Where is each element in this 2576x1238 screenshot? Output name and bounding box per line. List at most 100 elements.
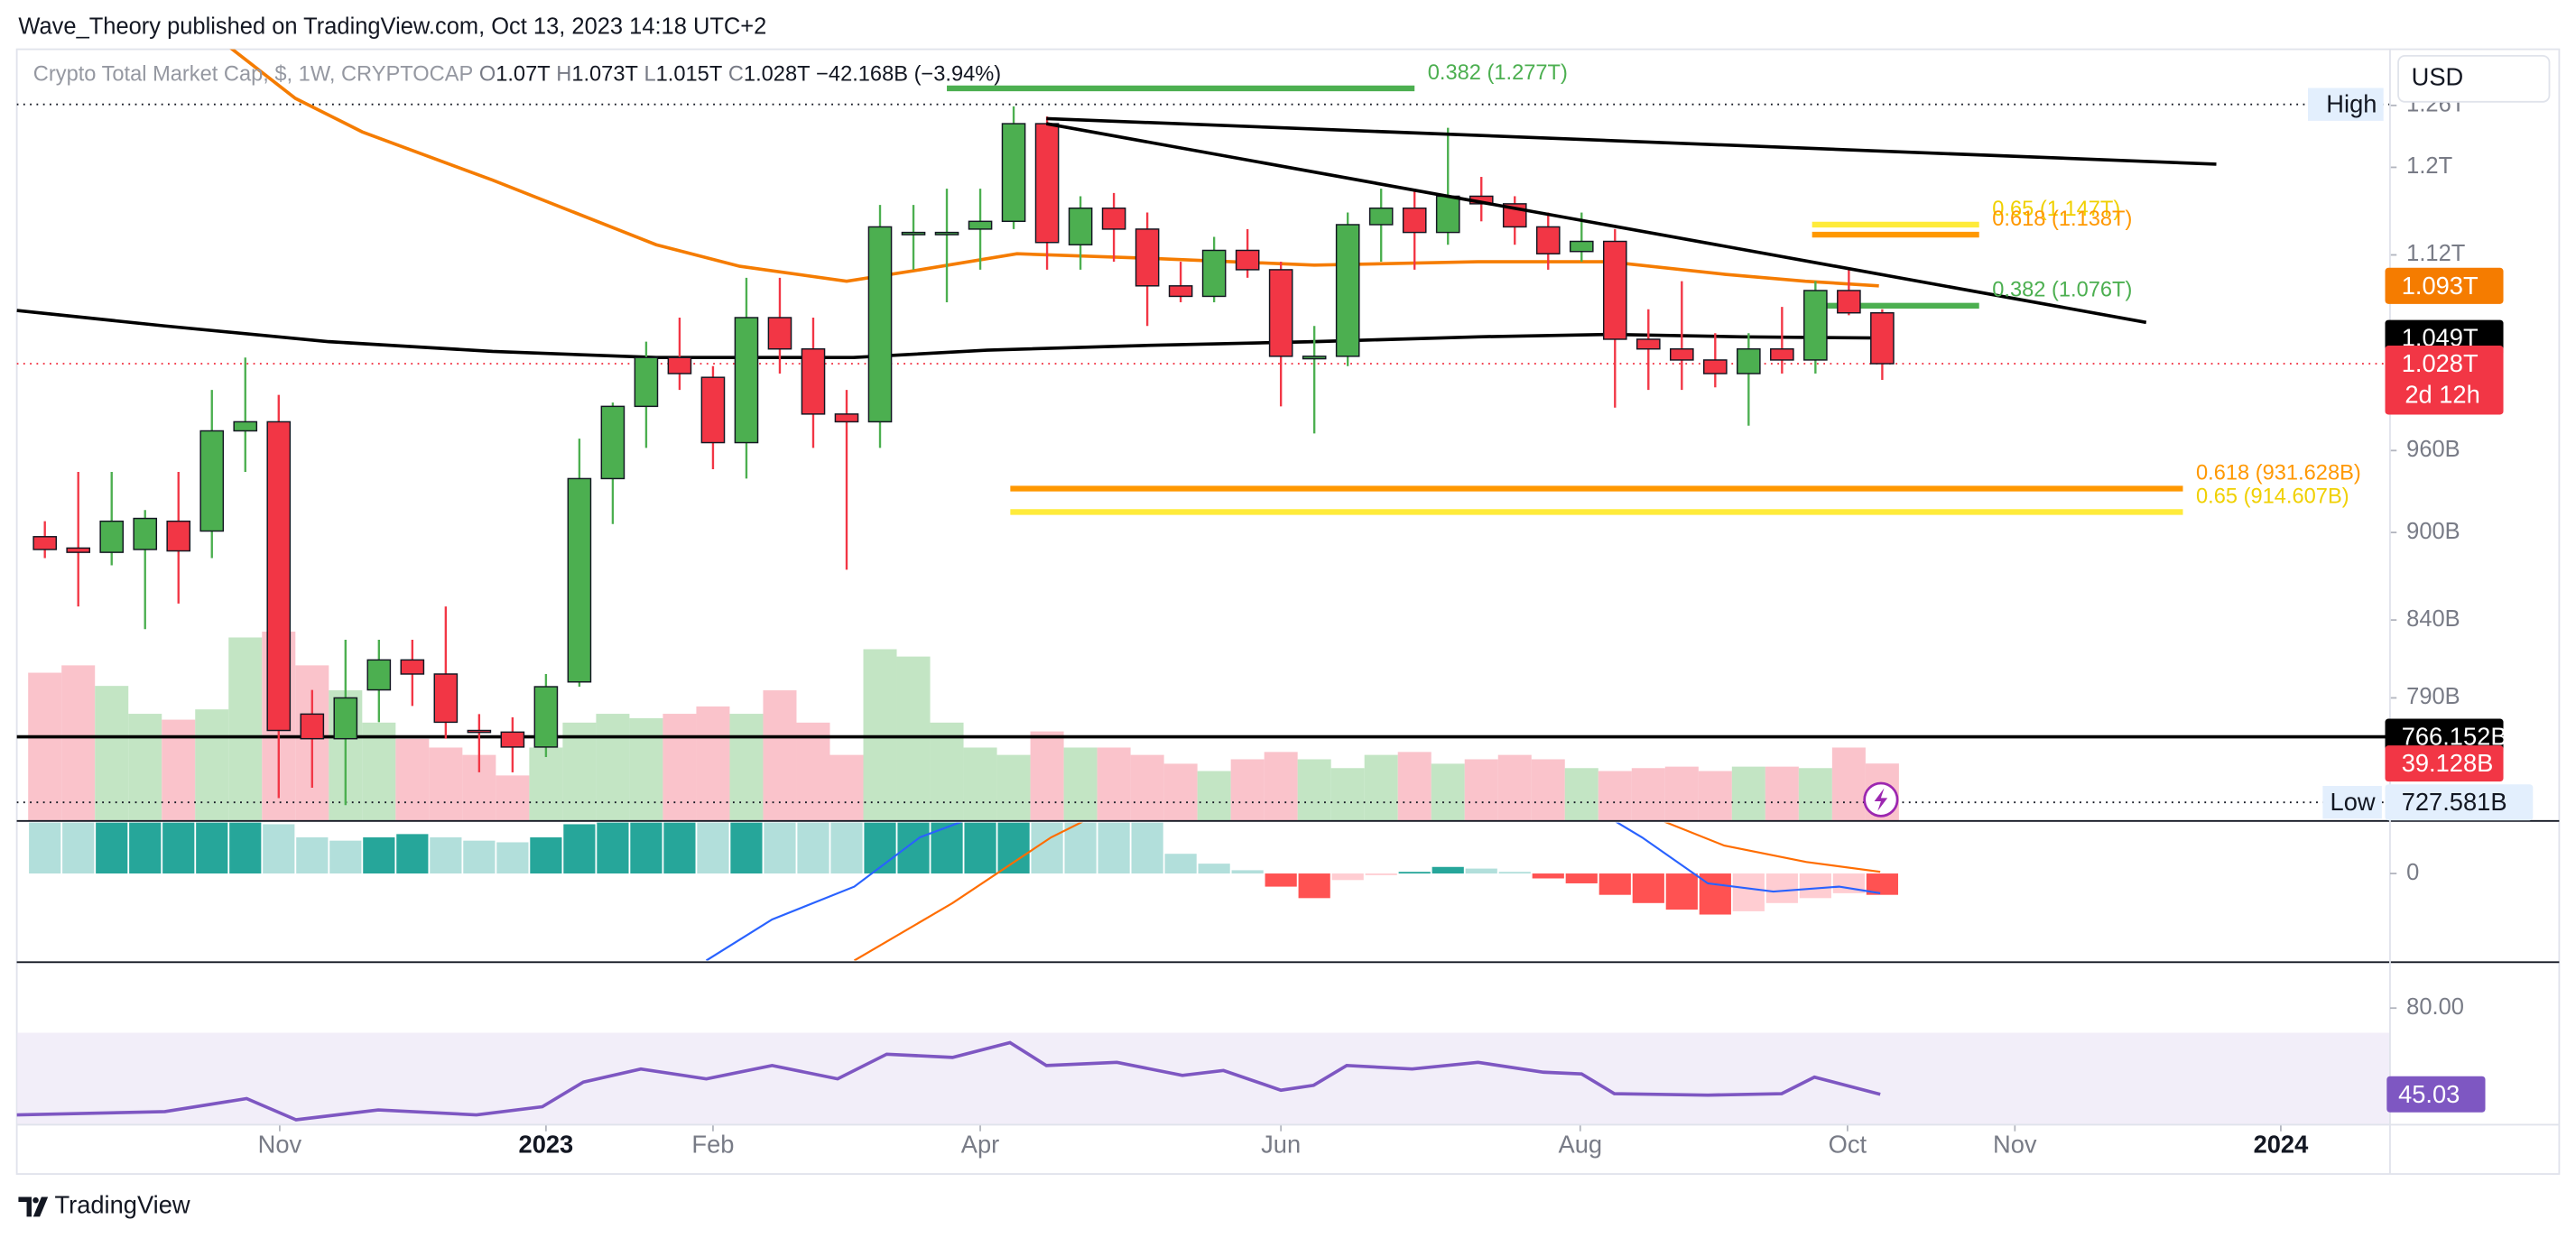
candle-body [1803,290,1828,361]
macd-bar [663,822,696,874]
macd-bar [1532,873,1564,879]
macd-bar [363,837,395,874]
candle-body [433,673,459,724]
rsi-line-pane [16,1040,1881,1122]
macd-bar [964,822,996,874]
trendline [1046,122,2147,325]
macd-bar [1365,873,1397,875]
candle-body [133,517,158,550]
candle-body [266,420,292,732]
y-tick-label: 790B [2406,684,2460,709]
fib-label: 0.382 (1.277T) [1428,61,1568,85]
candle-body [300,713,325,740]
candle-body [1870,311,1895,365]
badge-caption-box [2307,88,2384,121]
volume-bar [663,714,697,821]
macd-bar [1799,873,1831,899]
symbol: Crypto Total Market Cap, $, 1W, CRYPTOCA… [33,63,473,87]
y-tick-label: 900B [2406,519,2460,544]
volume-bar [1698,771,1732,821]
price-badge [2385,745,2504,782]
candle-body [32,536,58,550]
volume-bar [1598,771,1632,821]
candle-body [533,686,559,748]
volume-bar [162,719,196,821]
candle-body [199,430,225,532]
ohlc-key: C [728,63,744,87]
fib-label: 0.382 (1.076T) [1992,279,2132,302]
macd-bar [1231,870,1264,874]
x-tick-label: Aug [1559,1130,1603,1158]
volume-bar [1464,759,1498,821]
x-tick-label: Apr [961,1130,999,1158]
volume-bar [1264,752,1298,821]
macd-bar [1298,873,1330,899]
rsi-tick-label: 80.00 [2406,994,2464,1020]
header: Wave_Theory published on TradingView.com… [18,14,766,40]
x-tick-label: Feb [691,1130,734,1158]
macd-bar [329,840,362,874]
volume-bar [863,649,897,821]
currency-label[interactable]: USD [2412,63,2464,91]
rsi-badge-label: 45.03 [2398,1080,2460,1108]
trendline [1046,116,2217,166]
macd-bar [1632,873,1664,903]
candle-body [1001,123,1026,223]
y-tick-label: 960B [2406,437,2460,462]
y-tick-label: 1.12T [2406,241,2465,266]
y-tick-label: 1.2T [2406,153,2452,179]
logo: TradingView [18,1191,190,1219]
candle-body [1669,347,1694,361]
alert-icon [1863,781,1899,818]
currency-button[interactable] [2397,54,2551,103]
price-badge-label: 1.028T [2402,349,2479,377]
ohlc-key: H [556,63,571,87]
macd-bar [263,824,295,874]
badge-caption: High [2326,90,2377,118]
macd-bar [797,822,829,874]
y-tick-label: 840B [2406,606,2460,632]
price-pane [16,49,2390,806]
macd-bar [1598,873,1631,895]
volume-bar [1330,768,1365,821]
volume-bar [61,665,96,821]
logo-mark [18,1196,49,1217]
candle-body [166,520,191,552]
fib-label: 0.618 (931.628B) [2196,461,2361,485]
candle-body [1535,226,1561,254]
volume-bar [1030,731,1064,821]
volume-bar [896,656,931,821]
macd-bar [430,837,462,874]
macd-bar [563,824,596,874]
volume-bar [1163,763,1198,821]
macd-bar [730,822,763,874]
legend: Crypto Total Market Cap, $, 1W, CRYPTOCA… [33,63,1001,87]
candle-body [867,226,893,423]
fib-label: 0.65 (1.147T) [1992,198,2120,221]
candle-body [400,659,425,675]
macd-bar [29,822,61,874]
candle-body [1034,123,1060,244]
macd-bar [496,842,529,874]
macd-bar [697,822,729,874]
candle-body [734,317,759,444]
volume-bar [1063,747,1098,821]
volume-bar [1831,747,1866,821]
macd-bar [1832,873,1865,893]
macd-bar [1131,822,1163,874]
fib-label: 0.618 (1.138T) [1992,208,2132,231]
rsi-badge [2386,1076,2486,1113]
x-tick-label: Jun [1261,1130,1301,1158]
ohlc-value: 1.028T [744,63,811,87]
macd-bar [62,822,95,874]
macd-bar [129,822,162,874]
ohlc-value: 1.073T [571,63,638,87]
symbol-legend: Crypto Total Market Cap, $, 1W, CRYPTOCA… [33,63,1001,87]
x-tick-label: 2023 [519,1130,574,1158]
volume-bar [128,714,162,821]
volume-bar [1798,768,1832,821]
volume-pane [28,631,1899,821]
candle-body [66,547,91,553]
